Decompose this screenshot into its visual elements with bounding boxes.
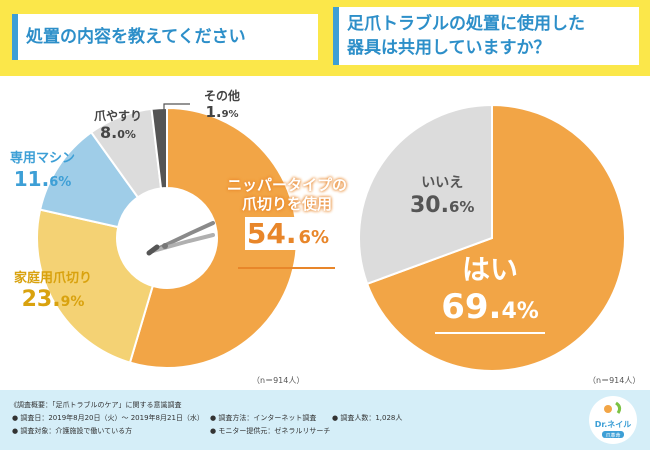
pie-chart-shared-tools <box>358 103 626 372</box>
label-hai-dec: 4% <box>501 299 539 324</box>
footer-survey-method: ● 調査方法：インターネット調査 <box>210 414 317 422</box>
label-senyo-int: 11. <box>13 167 50 191</box>
label-yasuri-name: 爪やすり <box>94 109 143 123</box>
footer-survey-title: 《調査概要：「足爪トラブルのケア」に関する意識調査 <box>10 401 182 409</box>
footer-survey-date: ● 調査日：2019年8月20日（火）～ 2019年8月21日（水） <box>12 414 204 422</box>
donut-chart-treatment <box>36 106 298 369</box>
label-sonota-dec: 9% <box>221 109 239 120</box>
treatment-slice-4 <box>150 106 168 190</box>
label-hai-int: 69. <box>441 287 502 327</box>
label-senyo-dec: 6% <box>49 175 72 190</box>
left-sample-size: （n＝914人） <box>252 376 305 385</box>
left-title-accent <box>12 14 18 60</box>
charts-canvas <box>36 103 626 372</box>
treatment-slice-0 <box>128 106 298 369</box>
label-iie-dec: 6% <box>448 198 475 216</box>
label-nipper-dec: 6% <box>298 227 330 248</box>
shared-tools-slice-1 <box>358 103 493 286</box>
survey-footer: 《調査概要：「足爪トラブルのケア」に関する意識調査 ● 調査日：2019年8月2… <box>0 390 650 450</box>
label-katei-name: 家庭用爪切り <box>14 271 93 286</box>
label-hai: はい 69.4% <box>430 253 550 327</box>
header-banner: 処置の内容を教えてください 足爪トラブルの処置に使用した 器具は共用していますか… <box>0 0 650 76</box>
logo-sub: 爪革命 <box>605 432 620 439</box>
label-hai-name: はい <box>461 253 518 286</box>
label-iie-int: 30. <box>410 193 449 218</box>
label-yasuri: 爪やすり 8.0% <box>94 110 142 141</box>
label-nipper-line2: 爪切りを使用 <box>241 195 332 213</box>
footer-monitor-provider: ● モニター提供元：ゼネラルリサーチ <box>210 427 331 435</box>
left-title-box: 処置の内容を教えてください <box>12 14 318 60</box>
logo-text: Dr.ネイル <box>595 419 631 429</box>
dr-nail-logo: Dr.ネイル 爪革命 <box>588 395 638 445</box>
label-katei: 家庭用爪切り 23.9% <box>14 272 92 311</box>
label-iie: いいえ 30.6% <box>410 176 474 217</box>
right-title-box: 足爪トラブルの処置に使用した 器具は共用していますか？ <box>333 7 639 65</box>
sonota-leader-line <box>163 103 190 137</box>
label-yasuri-dec: 0% <box>117 128 136 141</box>
label-sonota-int: 1. <box>205 103 222 121</box>
label-iie-name: いいえ <box>421 175 464 191</box>
label-sonota-name: その他 <box>204 89 241 103</box>
footer-survey-target: ● 調査対象：介護施設で働いている方 <box>12 427 133 435</box>
label-nipper: ニッパータイプの 爪切りを使用 54. 6% <box>222 176 352 250</box>
label-nipper-line1: ニッパータイプの <box>226 176 347 194</box>
left-chart-title: 処置の内容を教えてください <box>26 27 246 47</box>
label-nipper-int: 54. <box>244 217 299 250</box>
footer-survey-count: ● 調査人数：1,028人 <box>332 414 403 422</box>
label-katei-dec: 9% <box>60 294 85 310</box>
right-chart-title-line2: 器具は共用していますか？ <box>347 38 551 58</box>
right-chart-title-line1: 足爪トラブルの処置に使用した <box>347 14 585 34</box>
nail-clipper-icon <box>146 221 215 256</box>
label-senyo: 専用マシン 11.6% <box>10 152 75 189</box>
treatment-slice-1 <box>36 208 154 364</box>
label-yasuri-int: 8. <box>100 123 118 142</box>
label-katei-int: 23. <box>21 287 61 312</box>
label-senyo-name: 専用マシン <box>10 151 76 166</box>
right-sample-size: （n＝914人） <box>588 376 641 385</box>
shared-tools-slice-0 <box>365 103 626 372</box>
right-title-accent <box>333 7 339 65</box>
label-sonota: その他 1.9% <box>204 90 240 120</box>
